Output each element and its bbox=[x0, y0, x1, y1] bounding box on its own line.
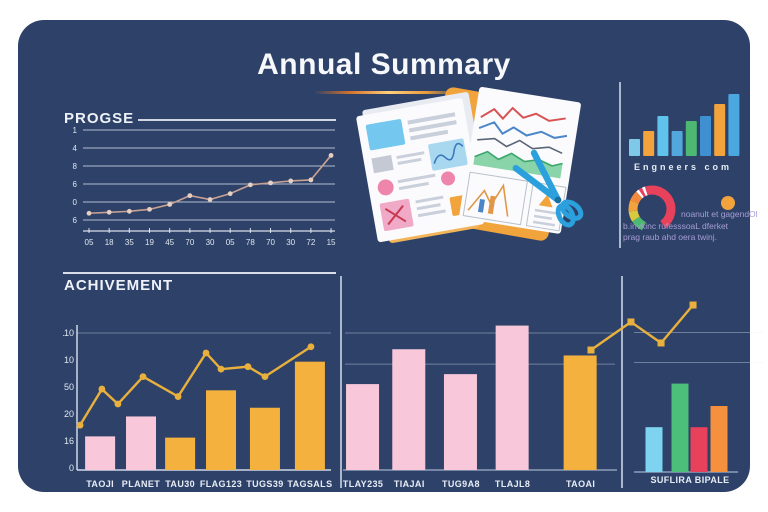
achievement-divider-right bbox=[621, 276, 623, 488]
gauge-chart bbox=[628, 185, 676, 231]
progress-header-rule bbox=[138, 119, 336, 121]
achievement-section-header: ACHIVEMENT bbox=[64, 277, 173, 295]
svg-text:TUG9A8: TUG9A8 bbox=[442, 479, 480, 489]
svg-text:30: 30 bbox=[286, 238, 295, 247]
scissors-icon bbox=[512, 149, 584, 228]
svg-text:6: 6 bbox=[73, 216, 78, 225]
svg-text:35: 35 bbox=[125, 238, 134, 247]
title-underline-accent bbox=[314, 91, 464, 94]
svg-text:TAOAI: TAOAI bbox=[566, 479, 595, 489]
growth-bar-chart bbox=[629, 94, 740, 156]
svg-text:TAOJI: TAOJI bbox=[86, 479, 114, 489]
gauge-note-line: noanult et gagendOl bbox=[681, 209, 758, 219]
report-page-icon bbox=[356, 92, 491, 243]
svg-text:19: 19 bbox=[145, 238, 154, 247]
svg-text:30: 30 bbox=[206, 238, 215, 247]
svg-text:TLAJL8: TLAJL8 bbox=[495, 479, 530, 489]
gauge-note-line: prag raub ahd oera twinj. bbox=[623, 232, 718, 242]
svg-text:110: 110 bbox=[63, 328, 74, 338]
gauge-note: noanult et gagendOl b.invkinc rufesssoaL… bbox=[623, 209, 768, 244]
svg-text:PLANET: PLANET bbox=[122, 479, 161, 489]
svg-text:TLAY235: TLAY235 bbox=[343, 479, 383, 489]
achievement-mini-chart: SUFLIRA BIPALE bbox=[634, 332, 764, 485]
svg-text:70: 70 bbox=[266, 238, 275, 247]
svg-text:72: 72 bbox=[306, 238, 315, 247]
svg-text:78: 78 bbox=[246, 238, 255, 247]
svg-text:8: 8 bbox=[73, 162, 78, 171]
progress-section-header: PROGSE bbox=[64, 110, 134, 128]
progress-line-chart: 1 4 8 6 0 6 05 18 35 19 45 70 30 05 78 70 30 72 15 bbox=[73, 126, 336, 247]
trend-line-overlay bbox=[587, 301, 697, 354]
svg-text:0: 0 bbox=[69, 463, 74, 473]
achievement-title: ACHIVEMENT bbox=[64, 277, 174, 294]
svg-text:0: 0 bbox=[73, 198, 78, 207]
dashboard-card: Annual Summary PROGSE 1 4 8 6 0 6 05 18 35 19 45 70… bbox=[18, 20, 764, 492]
svg-text:1: 1 bbox=[73, 126, 78, 135]
svg-text:05: 05 bbox=[85, 238, 94, 247]
svg-text:SUFLIRA BIPALE: SUFLIRA BIPALE bbox=[650, 475, 729, 485]
svg-text:18: 18 bbox=[105, 238, 114, 247]
growth-caption: Engneers com bbox=[633, 162, 733, 172]
documents-illustration bbox=[356, 87, 584, 243]
achievement-header-rule bbox=[63, 272, 336, 274]
achievement-bar-chart: TLAY235 TIAJAI TUG9A8 TLAJL8 TAOAI bbox=[343, 325, 617, 489]
page-title: Annual Summary bbox=[257, 48, 511, 81]
svg-text:20: 20 bbox=[64, 409, 74, 419]
gauge-note-line: b.invkinc rufesssoaL dferket bbox=[623, 220, 729, 231]
achievement-combo-chart: 110 10 50 20 16 0 TAOJI PLANET TAU30 FLAG123 TUGS3… bbox=[63, 325, 332, 489]
progress-title: PROGSE bbox=[64, 110, 135, 127]
svg-text:TIAJAI: TIAJAI bbox=[394, 479, 425, 489]
svg-text:15: 15 bbox=[327, 238, 336, 247]
svg-text:FLAG123: FLAG123 bbox=[200, 479, 242, 489]
svg-text:6: 6 bbox=[73, 180, 78, 189]
svg-text:TAGSALS: TAGSALS bbox=[287, 479, 332, 489]
svg-text:4: 4 bbox=[73, 144, 78, 153]
svg-text:16: 16 bbox=[64, 436, 74, 446]
svg-text:45: 45 bbox=[165, 238, 174, 247]
svg-text:50: 50 bbox=[64, 382, 74, 392]
svg-text:05: 05 bbox=[226, 238, 235, 247]
svg-text:TAU30: TAU30 bbox=[165, 479, 195, 489]
svg-text:10: 10 bbox=[64, 355, 74, 365]
achievement-divider-left bbox=[340, 276, 342, 488]
svg-text:70: 70 bbox=[185, 238, 194, 247]
svg-text:TUGS39: TUGS39 bbox=[246, 479, 283, 489]
orange-dot-marker bbox=[721, 196, 735, 210]
top-right-divider bbox=[619, 82, 621, 248]
